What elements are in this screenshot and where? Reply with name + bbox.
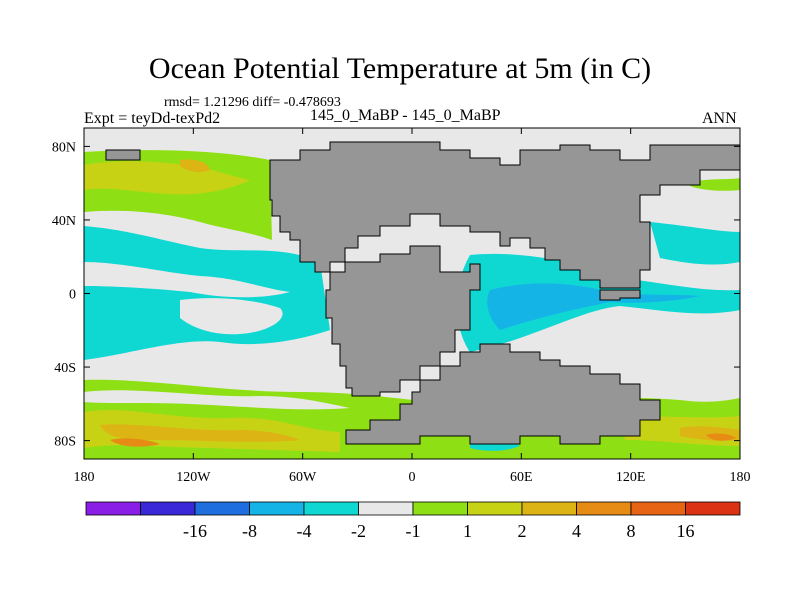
colorbar: -16 -8 -4 -2 -1 1 2 4 8 16: [85, 501, 741, 541]
colorbar-swatch: [412, 501, 468, 516]
field-band-red-south: [110, 438, 160, 447]
x-tick-label: 180: [74, 470, 95, 485]
colorbar-swatch: [630, 501, 686, 516]
land-island-1: [599, 289, 641, 301]
colorbar-swatch: [685, 501, 741, 516]
field-band-gray-west-2: [180, 298, 283, 335]
colorbar-swatch: [467, 501, 523, 516]
x-axis: 180 120W 60W 0 60E 120E 180: [74, 128, 751, 485]
colorbar-label: 1: [463, 521, 472, 541]
colorbar-swatch: [140, 501, 196, 516]
colorbar-swatch: [358, 501, 414, 516]
colorbar-label: 16: [677, 521, 695, 541]
stats-text: rmsd= 1.21296 diff= -0.478693: [164, 95, 341, 110]
colorbar-swatch: [249, 501, 305, 516]
colorbar-label: -2: [351, 521, 366, 541]
colorbar-swatch: [194, 501, 250, 516]
y-tick-label: 0: [69, 288, 76, 303]
field-band-red-south-e: [706, 433, 736, 441]
x-tick-label: 180: [730, 470, 751, 485]
y-axis: 80N 40N 0 40S 80S: [52, 140, 740, 450]
y-tick-label: 80S: [54, 435, 76, 450]
colorbar-swatch: [576, 501, 632, 516]
field-band-cyan-pacific: [650, 222, 740, 265]
chart-title: Ocean Potential Temperature at 5m (in C): [148, 52, 652, 85]
y-tick-label: 40N: [52, 214, 76, 229]
colorbar-label: -8: [242, 521, 257, 541]
colorbar-label: -1: [406, 521, 421, 541]
land-antarctica-australia: [345, 343, 661, 445]
field-band-gray-south: [84, 390, 350, 410]
x-tick-label: 60W: [289, 470, 317, 485]
land-greenland: [105, 149, 141, 161]
field-band-gray-west-1: [84, 262, 290, 298]
colorbar-label: 8: [627, 521, 636, 541]
colorbar-label: 4: [572, 521, 581, 541]
colorbar-label: -4: [297, 521, 312, 541]
x-tick-label: 0: [409, 470, 416, 485]
experiment-label: Expt = teyDd-texPd2: [84, 110, 221, 127]
y-tick-label: 80N: [52, 140, 76, 155]
field-band-orange-south: [100, 424, 300, 442]
colorbar-swatch: [85, 501, 141, 516]
x-tick-label: 120W: [176, 470, 211, 485]
colorbar-swatch: [521, 501, 577, 516]
season-label: ANN: [702, 110, 737, 127]
chart-subtitle: 145_0_MaBP - 145_0_MaBP: [310, 107, 501, 124]
field-band-orange-north: [180, 159, 210, 173]
colorbar-label: 2: [518, 521, 527, 541]
y-tick-label: 40S: [54, 361, 76, 376]
x-tick-label: 120E: [616, 470, 646, 485]
field-band-green-ne: [690, 178, 740, 191]
colorbar-label: -16: [183, 521, 207, 541]
colorbar-swatch: [303, 501, 359, 516]
field-band-blue-east: [487, 283, 700, 330]
map-field: [84, 128, 740, 459]
x-tick-label: 60E: [510, 470, 533, 485]
